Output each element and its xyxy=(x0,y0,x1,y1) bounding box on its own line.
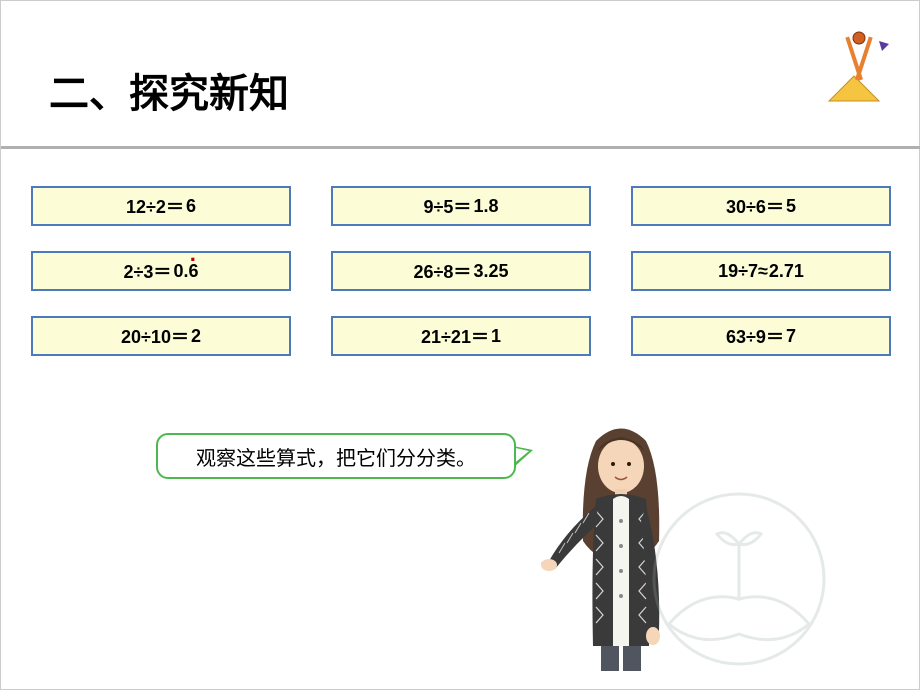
equation-answer: 3.25 xyxy=(473,261,508,282)
speech-text: 观察这些算式，把它们分分类。 xyxy=(196,442,476,471)
equation-answer: 1 xyxy=(491,326,501,347)
equation-expression: 63÷9＝ xyxy=(726,323,784,349)
equation-cell: 2÷3＝0.6 xyxy=(31,251,291,291)
equation-expression: 21÷21＝ xyxy=(421,323,489,349)
equation-answer: 1.8 xyxy=(473,196,498,217)
equation-expression: 26÷8＝ xyxy=(414,258,472,284)
equation-cell: 9÷5＝1.8 xyxy=(331,186,591,226)
equation-cell: 20÷10＝2 xyxy=(31,316,291,356)
equation-expression: 19÷7 xyxy=(718,261,758,282)
equation-cell: 26÷8＝3.25 xyxy=(331,251,591,291)
equation-answer: 2 xyxy=(191,326,201,347)
equation-answer: 6 xyxy=(186,196,196,217)
section-title: 二、探究新知 xyxy=(49,61,289,119)
equation-answer: 2.71 xyxy=(769,261,804,282)
equation-answer: 5 xyxy=(786,196,796,217)
equation-cell: 12÷2＝6 xyxy=(31,186,291,226)
compass-ruler-icon xyxy=(824,26,894,111)
equation-answer: 0.6 xyxy=(173,261,198,282)
equation-expression: 20÷10＝ xyxy=(121,323,189,349)
equation-cell: 21÷21＝1 xyxy=(331,316,591,356)
equation-cell: 63÷9＝7 xyxy=(631,316,891,356)
horizontal-rule xyxy=(1,146,920,149)
equation-cell: 19÷7≈2.71 xyxy=(631,251,891,291)
speech-bubble: 观察这些算式，把它们分分类。 xyxy=(156,433,516,479)
approx-symbol: ≈ xyxy=(758,261,767,282)
equation-answer: 7 xyxy=(786,326,796,347)
equation-expression: 12÷2＝ xyxy=(126,193,184,219)
equation-cell: 30÷6＝5 xyxy=(631,186,891,226)
watermark-icon xyxy=(639,489,839,674)
equation-expression: 30÷6＝ xyxy=(726,193,784,219)
equation-expression: 9÷5＝ xyxy=(424,193,472,219)
equation-expression: 2÷3＝ xyxy=(124,258,172,284)
equation-grid: 12÷2＝6 9÷5＝1.8 30÷6＝5 2÷3＝0.6 26÷8＝3.25 19÷7≈… xyxy=(31,186,891,356)
